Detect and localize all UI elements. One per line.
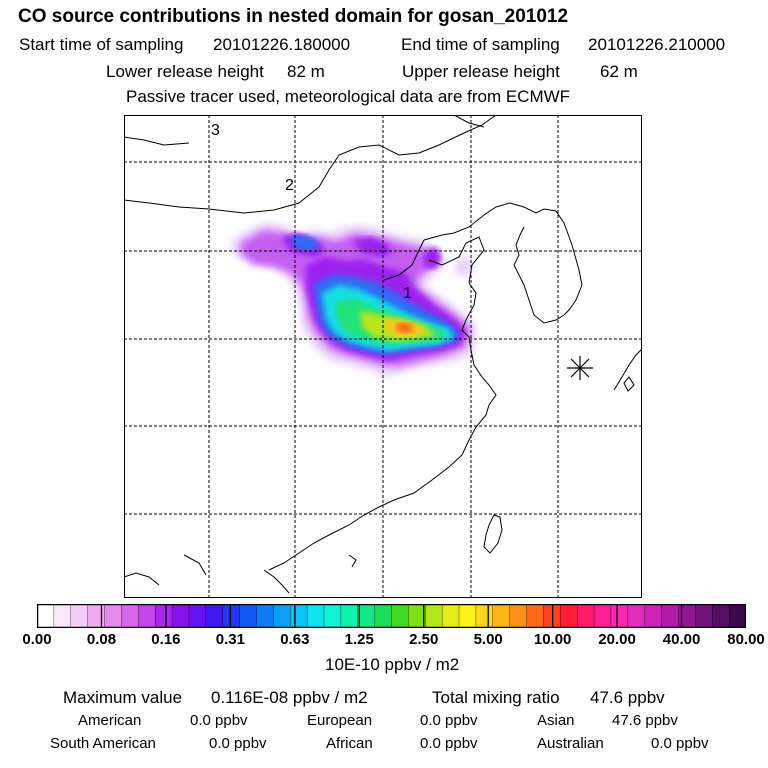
map-label-1: 1 xyxy=(403,285,412,302)
colorbar xyxy=(37,604,746,628)
region-name: American xyxy=(78,712,142,729)
region-value: 0.0 ppbv xyxy=(190,712,248,729)
colorbar-cell xyxy=(104,604,123,628)
colorbar-tick-label: 0.63 xyxy=(280,631,310,648)
colorbar-tick-label: 80.00 xyxy=(727,631,765,648)
colorbar-cell xyxy=(644,604,663,628)
colorbar-unit: 10E-10 ppbv / m2 xyxy=(325,655,460,674)
colorbar-tick-label: 5.00 xyxy=(473,631,503,648)
total-mixing-label: Total mixing ratio xyxy=(432,688,560,707)
colorbar-cell xyxy=(138,604,156,628)
region-name: European xyxy=(307,712,373,729)
colorbar-cell xyxy=(627,604,646,628)
total-mixing-value: 47.6 ppbv xyxy=(590,688,665,707)
colorbar-cell xyxy=(526,604,545,628)
colorbar-cell xyxy=(577,604,595,628)
region-value: 0.0 ppbv xyxy=(651,735,709,752)
colorbar-cell xyxy=(256,604,275,628)
colorbar-cell xyxy=(728,604,746,628)
colorbar-cell xyxy=(374,604,393,628)
plume-level-0.31 xyxy=(352,237,392,257)
colorbar-tick-label: 10.00 xyxy=(533,631,572,648)
max-value-label: Maximum value xyxy=(63,688,183,707)
colorbar-cell xyxy=(273,604,291,628)
upper-height-label: Upper release height xyxy=(402,62,560,81)
colorbar-cell xyxy=(391,604,410,628)
map-label-2: 2 xyxy=(285,177,294,194)
colorbar-tick-label: 40.00 xyxy=(662,631,701,648)
plume-level-20.00 xyxy=(396,323,414,333)
colorbar-cell xyxy=(661,604,680,628)
colorbar-cell xyxy=(712,604,730,628)
colorbar-cell xyxy=(70,604,89,628)
colorbar-cell xyxy=(37,604,55,628)
region-value: 0.0 ppbv xyxy=(420,712,478,729)
plume-level-0.63 xyxy=(289,235,320,251)
colorbar-cell xyxy=(357,604,376,628)
colorbar-cell xyxy=(290,604,308,628)
start-time-value: 20101226.180000 xyxy=(213,35,351,54)
colorbar-cell xyxy=(188,604,207,628)
region-value: 0.0 ppbv xyxy=(420,735,478,752)
colorbar-cell xyxy=(53,604,72,628)
upper-height-value: 62 m xyxy=(600,62,638,81)
colorbar-cell xyxy=(560,604,578,628)
receptor-marker-icon xyxy=(567,356,593,380)
colorbar-tick-label: 2.50 xyxy=(409,631,439,648)
lower-height-value: 82 m xyxy=(287,62,325,81)
colorbar-tick-label: 0.16 xyxy=(151,631,181,648)
colorbar-cell xyxy=(323,604,342,628)
colorbar-cell xyxy=(458,604,477,628)
end-time-value: 20101226.210000 xyxy=(588,35,726,54)
colorbar-cell xyxy=(610,604,629,628)
region-value: 0.0 ppbv xyxy=(209,735,267,752)
colorbar-cell xyxy=(121,604,140,628)
lower-height-label: Lower release height xyxy=(106,62,264,81)
start-time-label: Start time of sampling xyxy=(19,35,184,54)
colorbar-cell xyxy=(441,604,460,628)
colorbar-cell xyxy=(425,604,443,628)
region-value: 47.6 ppbv xyxy=(612,712,678,729)
region-name: Asian xyxy=(537,712,575,729)
colorbar-cell xyxy=(171,604,190,628)
plume-level-0.08 xyxy=(454,255,474,277)
region-name: South American xyxy=(50,735,156,752)
max-value: 0.116E-08 ppbv / m2 xyxy=(211,688,368,707)
coastlines xyxy=(124,115,642,594)
end-time-label: End time of sampling xyxy=(401,35,560,54)
grid xyxy=(124,115,642,598)
colorbar-tick-label: 0.08 xyxy=(86,631,117,648)
map-label-3: 3 xyxy=(211,122,220,139)
region-name: African xyxy=(326,735,373,752)
colorbar-cell xyxy=(306,604,325,628)
map-frame xyxy=(124,115,642,598)
colorbar-cell xyxy=(593,604,612,628)
colorbar-cell xyxy=(475,604,494,628)
colorbar-cell xyxy=(222,604,241,628)
map-panel: 1 2 3 xyxy=(124,115,642,598)
colorbar-cell xyxy=(87,604,106,628)
colorbar-tick-label: 0.31 xyxy=(215,631,245,648)
colorbar-cell xyxy=(695,604,714,628)
colorbar-cell xyxy=(492,604,511,628)
colorbar-cell xyxy=(205,604,224,628)
colorbar-tick-label: 0.00 xyxy=(22,631,52,648)
colorbar-cell xyxy=(509,604,528,628)
region-name: Australian xyxy=(537,735,604,752)
colorbar-tick-label: 20.00 xyxy=(598,631,636,648)
colorbar-cell xyxy=(154,604,173,628)
tracer-note: Passive tracer used, meteorological data… xyxy=(126,87,571,106)
plume-layer xyxy=(229,223,476,377)
colorbar-cell xyxy=(340,604,359,628)
chart-title: CO source contributions in nested domain… xyxy=(18,6,569,27)
colorbar-tick-label: 1.25 xyxy=(344,631,374,648)
colorbar-cell xyxy=(239,604,258,628)
